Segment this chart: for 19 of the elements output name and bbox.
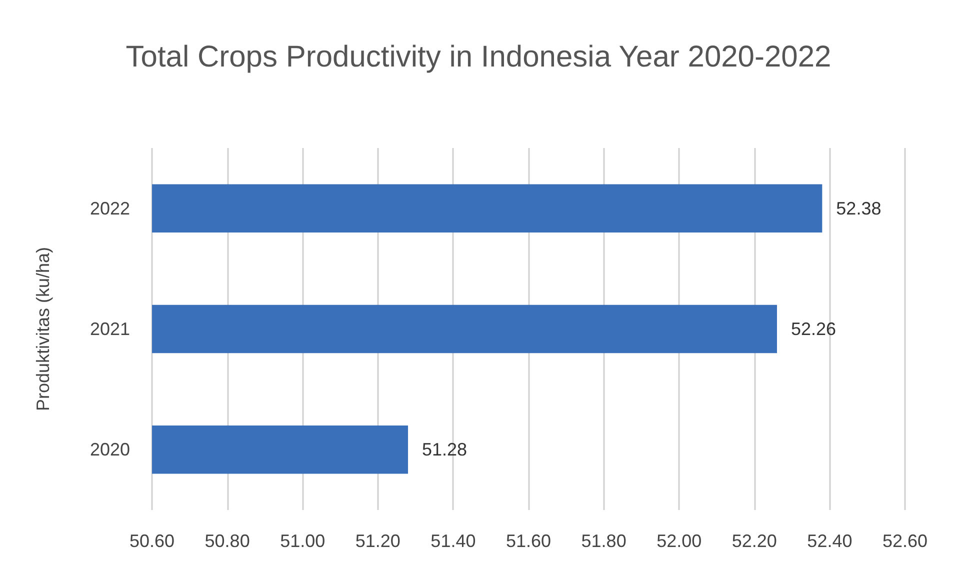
- x-tick-label: 52.60: [882, 531, 928, 551]
- data-label: 51.28: [422, 440, 468, 460]
- x-tick-label: 52.00: [656, 531, 702, 551]
- x-tick-label: 51.00: [280, 531, 326, 551]
- x-tick-label: 50.60: [129, 531, 175, 551]
- data-label: 52.26: [790, 319, 836, 339]
- y-tick-label: 2021: [90, 319, 130, 339]
- y-tick-label: 2020: [90, 440, 130, 460]
- data-label: 52.38: [836, 198, 882, 218]
- x-tick-label: 52.20: [732, 531, 777, 551]
- chart-title: Total Crops Productivity in Indonesia Year 2020-2022: [126, 40, 832, 74]
- x-tick-label: 50.80: [204, 531, 250, 551]
- y-tick-label: 2022: [90, 198, 130, 218]
- x-tick-label: 51.40: [430, 531, 476, 551]
- y-axis-title: Produktivitas (ku/ha): [33, 246, 53, 412]
- x-tick-label: 51.20: [355, 531, 400, 551]
- x-tick-label: 51.60: [506, 531, 552, 551]
- x-tick-label: 52.40: [807, 531, 852, 551]
- x-tick-label: 51.80: [581, 531, 626, 551]
